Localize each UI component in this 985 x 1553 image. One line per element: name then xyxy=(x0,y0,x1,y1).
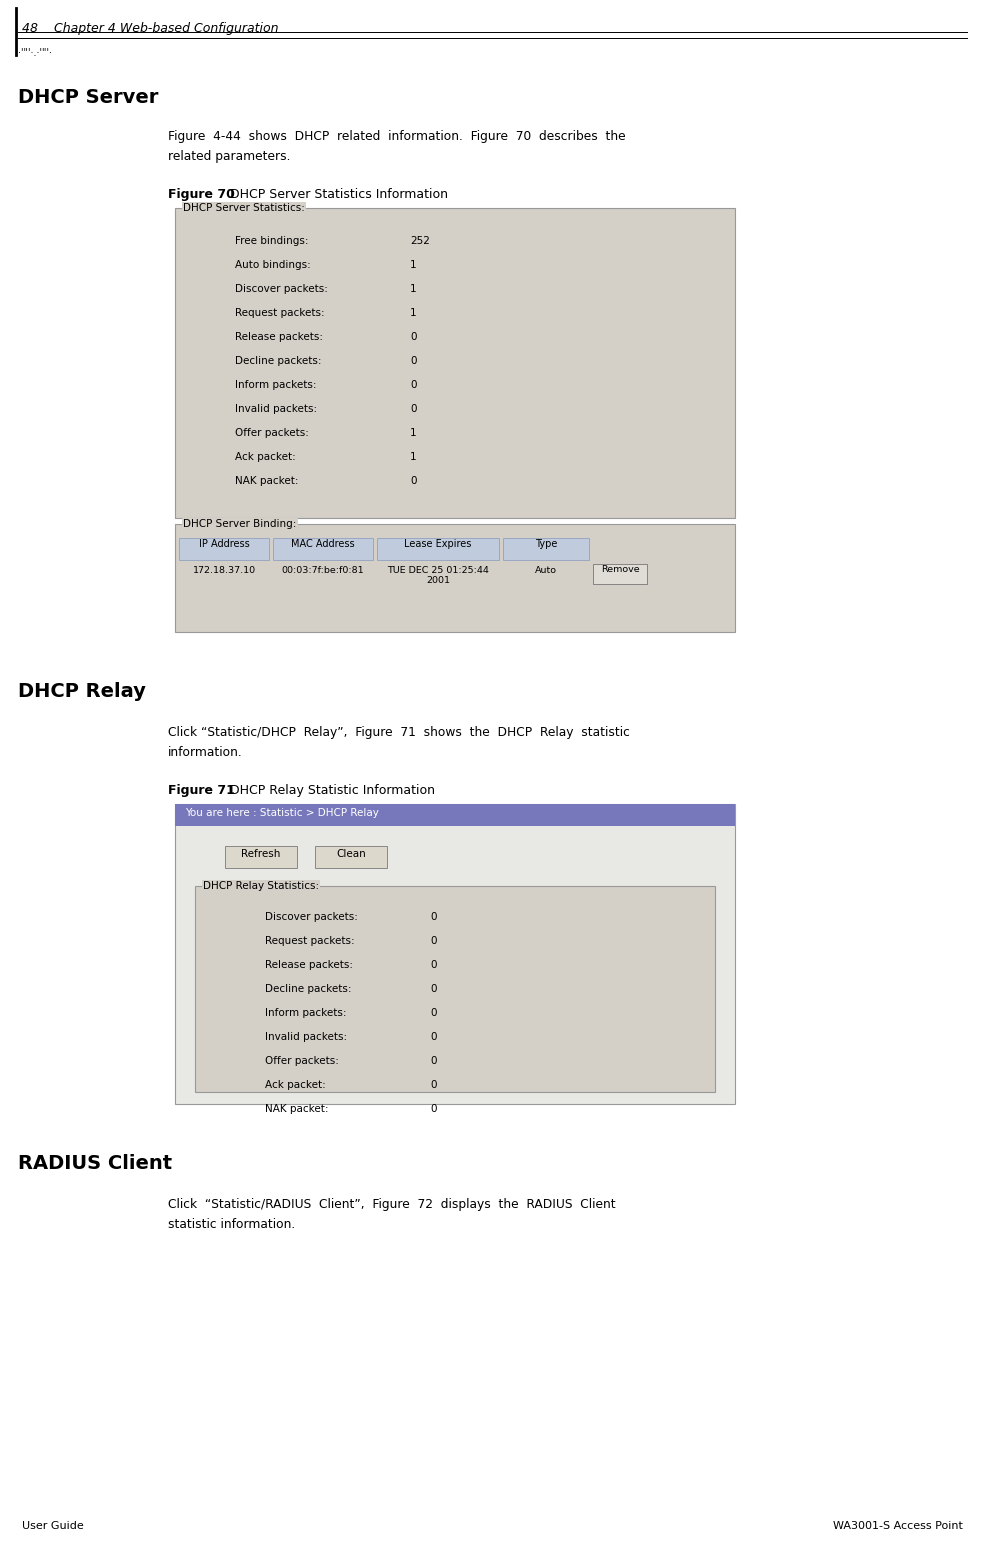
Bar xyxy=(503,537,589,561)
Text: Inform packets:: Inform packets: xyxy=(235,380,316,390)
Text: information.: information. xyxy=(168,745,242,759)
Text: Auto bindings:: Auto bindings: xyxy=(235,259,310,270)
Text: Auto: Auto xyxy=(535,565,557,575)
Text: Ack packet:: Ack packet: xyxy=(265,1079,326,1090)
Text: Invalid packets:: Invalid packets: xyxy=(265,1033,347,1042)
Text: You are here : Statistic > DHCP Relay: You are here : Statistic > DHCP Relay xyxy=(185,808,379,818)
Text: statistic information.: statistic information. xyxy=(168,1218,296,1232)
Text: 0: 0 xyxy=(410,404,417,415)
Text: Offer packets:: Offer packets: xyxy=(265,1056,339,1065)
Text: TUE DEC 25 01:25:44
2001: TUE DEC 25 01:25:44 2001 xyxy=(387,565,489,585)
Text: WA3001-S Access Point: WA3001-S Access Point xyxy=(833,1520,963,1531)
Text: 252: 252 xyxy=(410,236,429,245)
Bar xyxy=(175,208,735,519)
Text: 0: 0 xyxy=(410,332,417,342)
Text: Refresh: Refresh xyxy=(241,849,281,859)
Text: Inform packets:: Inform packets: xyxy=(265,1008,347,1019)
Text: 0: 0 xyxy=(430,960,436,971)
Text: 0: 0 xyxy=(410,356,417,367)
Bar xyxy=(593,564,647,584)
Text: 1: 1 xyxy=(410,452,417,461)
Text: Request packets:: Request packets: xyxy=(265,936,355,946)
Text: Remove: Remove xyxy=(601,565,639,575)
Text: Clean: Clean xyxy=(336,849,365,859)
Text: MAC Address: MAC Address xyxy=(292,539,355,550)
Text: Request packets:: Request packets: xyxy=(235,307,325,318)
Text: 0: 0 xyxy=(430,912,436,922)
Text: Offer packets:: Offer packets: xyxy=(235,429,309,438)
Text: DHCP Server Statistics Information: DHCP Server Statistics Information xyxy=(226,188,448,200)
Text: DHCP Server Statistics:: DHCP Server Statistics: xyxy=(183,203,305,213)
Text: Discover packets:: Discover packets: xyxy=(235,284,328,294)
Bar xyxy=(315,846,387,868)
Text: 1: 1 xyxy=(410,284,417,294)
Text: Invalid packets:: Invalid packets: xyxy=(235,404,317,415)
Text: Figure 71: Figure 71 xyxy=(168,784,234,797)
Text: Click  “Statistic/RADIUS  Client”,  Figure  72  displays  the  RADIUS  Client: Click “Statistic/RADIUS Client”, Figure … xyxy=(168,1197,616,1211)
Text: Decline packets:: Decline packets: xyxy=(265,985,352,994)
Text: Type: Type xyxy=(535,539,558,550)
Text: 48    Chapter 4 Web-based Configuration: 48 Chapter 4 Web-based Configuration xyxy=(22,22,279,36)
Text: Figure 70: Figure 70 xyxy=(168,188,234,200)
Bar xyxy=(175,523,735,632)
Text: ·'"'·.·'"'·: ·'"'·.·'"'· xyxy=(18,48,52,57)
Text: IP Address: IP Address xyxy=(199,539,249,550)
Text: 0: 0 xyxy=(410,477,417,486)
Bar xyxy=(175,804,735,1104)
Text: Discover packets:: Discover packets: xyxy=(265,912,358,922)
Text: Click “Statistic/DHCP  Relay”,  Figure  71  shows  the  DHCP  Relay  statistic: Click “Statistic/DHCP Relay”, Figure 71 … xyxy=(168,725,629,739)
Text: NAK packet:: NAK packet: xyxy=(235,477,298,486)
Text: 1: 1 xyxy=(410,429,417,438)
Bar xyxy=(179,537,269,561)
Text: 0: 0 xyxy=(430,936,436,946)
Text: 0: 0 xyxy=(430,1008,436,1019)
Bar xyxy=(377,537,499,561)
Text: 172.18.37.10: 172.18.37.10 xyxy=(192,565,255,575)
Text: Free bindings:: Free bindings: xyxy=(235,236,308,245)
Text: Release packets:: Release packets: xyxy=(235,332,323,342)
Text: 1: 1 xyxy=(410,307,417,318)
Text: 1: 1 xyxy=(410,259,417,270)
Text: User Guide: User Guide xyxy=(22,1520,84,1531)
Text: 0: 0 xyxy=(410,380,417,390)
Text: DHCP Server Binding:: DHCP Server Binding: xyxy=(183,519,296,530)
Text: Lease Expires: Lease Expires xyxy=(404,539,472,550)
Text: 0: 0 xyxy=(430,1104,436,1114)
Bar xyxy=(225,846,297,868)
Text: DHCP Relay Statistic Information: DHCP Relay Statistic Information xyxy=(226,784,435,797)
Text: NAK packet:: NAK packet: xyxy=(265,1104,329,1114)
Text: 0: 0 xyxy=(430,1033,436,1042)
Text: DHCP Server: DHCP Server xyxy=(18,89,159,107)
Text: Ack packet:: Ack packet: xyxy=(235,452,296,461)
Text: 0: 0 xyxy=(430,1079,436,1090)
Text: DHCP Relay Statistics:: DHCP Relay Statistics: xyxy=(203,881,319,891)
Text: 0: 0 xyxy=(430,1056,436,1065)
Text: 0: 0 xyxy=(430,985,436,994)
Text: RADIUS Client: RADIUS Client xyxy=(18,1154,172,1173)
Bar xyxy=(175,804,735,826)
Bar xyxy=(195,887,715,1092)
Bar xyxy=(273,537,373,561)
Text: DHCP Relay: DHCP Relay xyxy=(18,682,146,700)
Text: Decline packets:: Decline packets: xyxy=(235,356,321,367)
Text: Figure  4-44  shows  DHCP  related  information.  Figure  70  describes  the: Figure 4-44 shows DHCP related informati… xyxy=(168,130,625,143)
Text: related parameters.: related parameters. xyxy=(168,151,291,163)
Text: Release packets:: Release packets: xyxy=(265,960,353,971)
Text: 00:03:7f:be:f0:81: 00:03:7f:be:f0:81 xyxy=(282,565,364,575)
